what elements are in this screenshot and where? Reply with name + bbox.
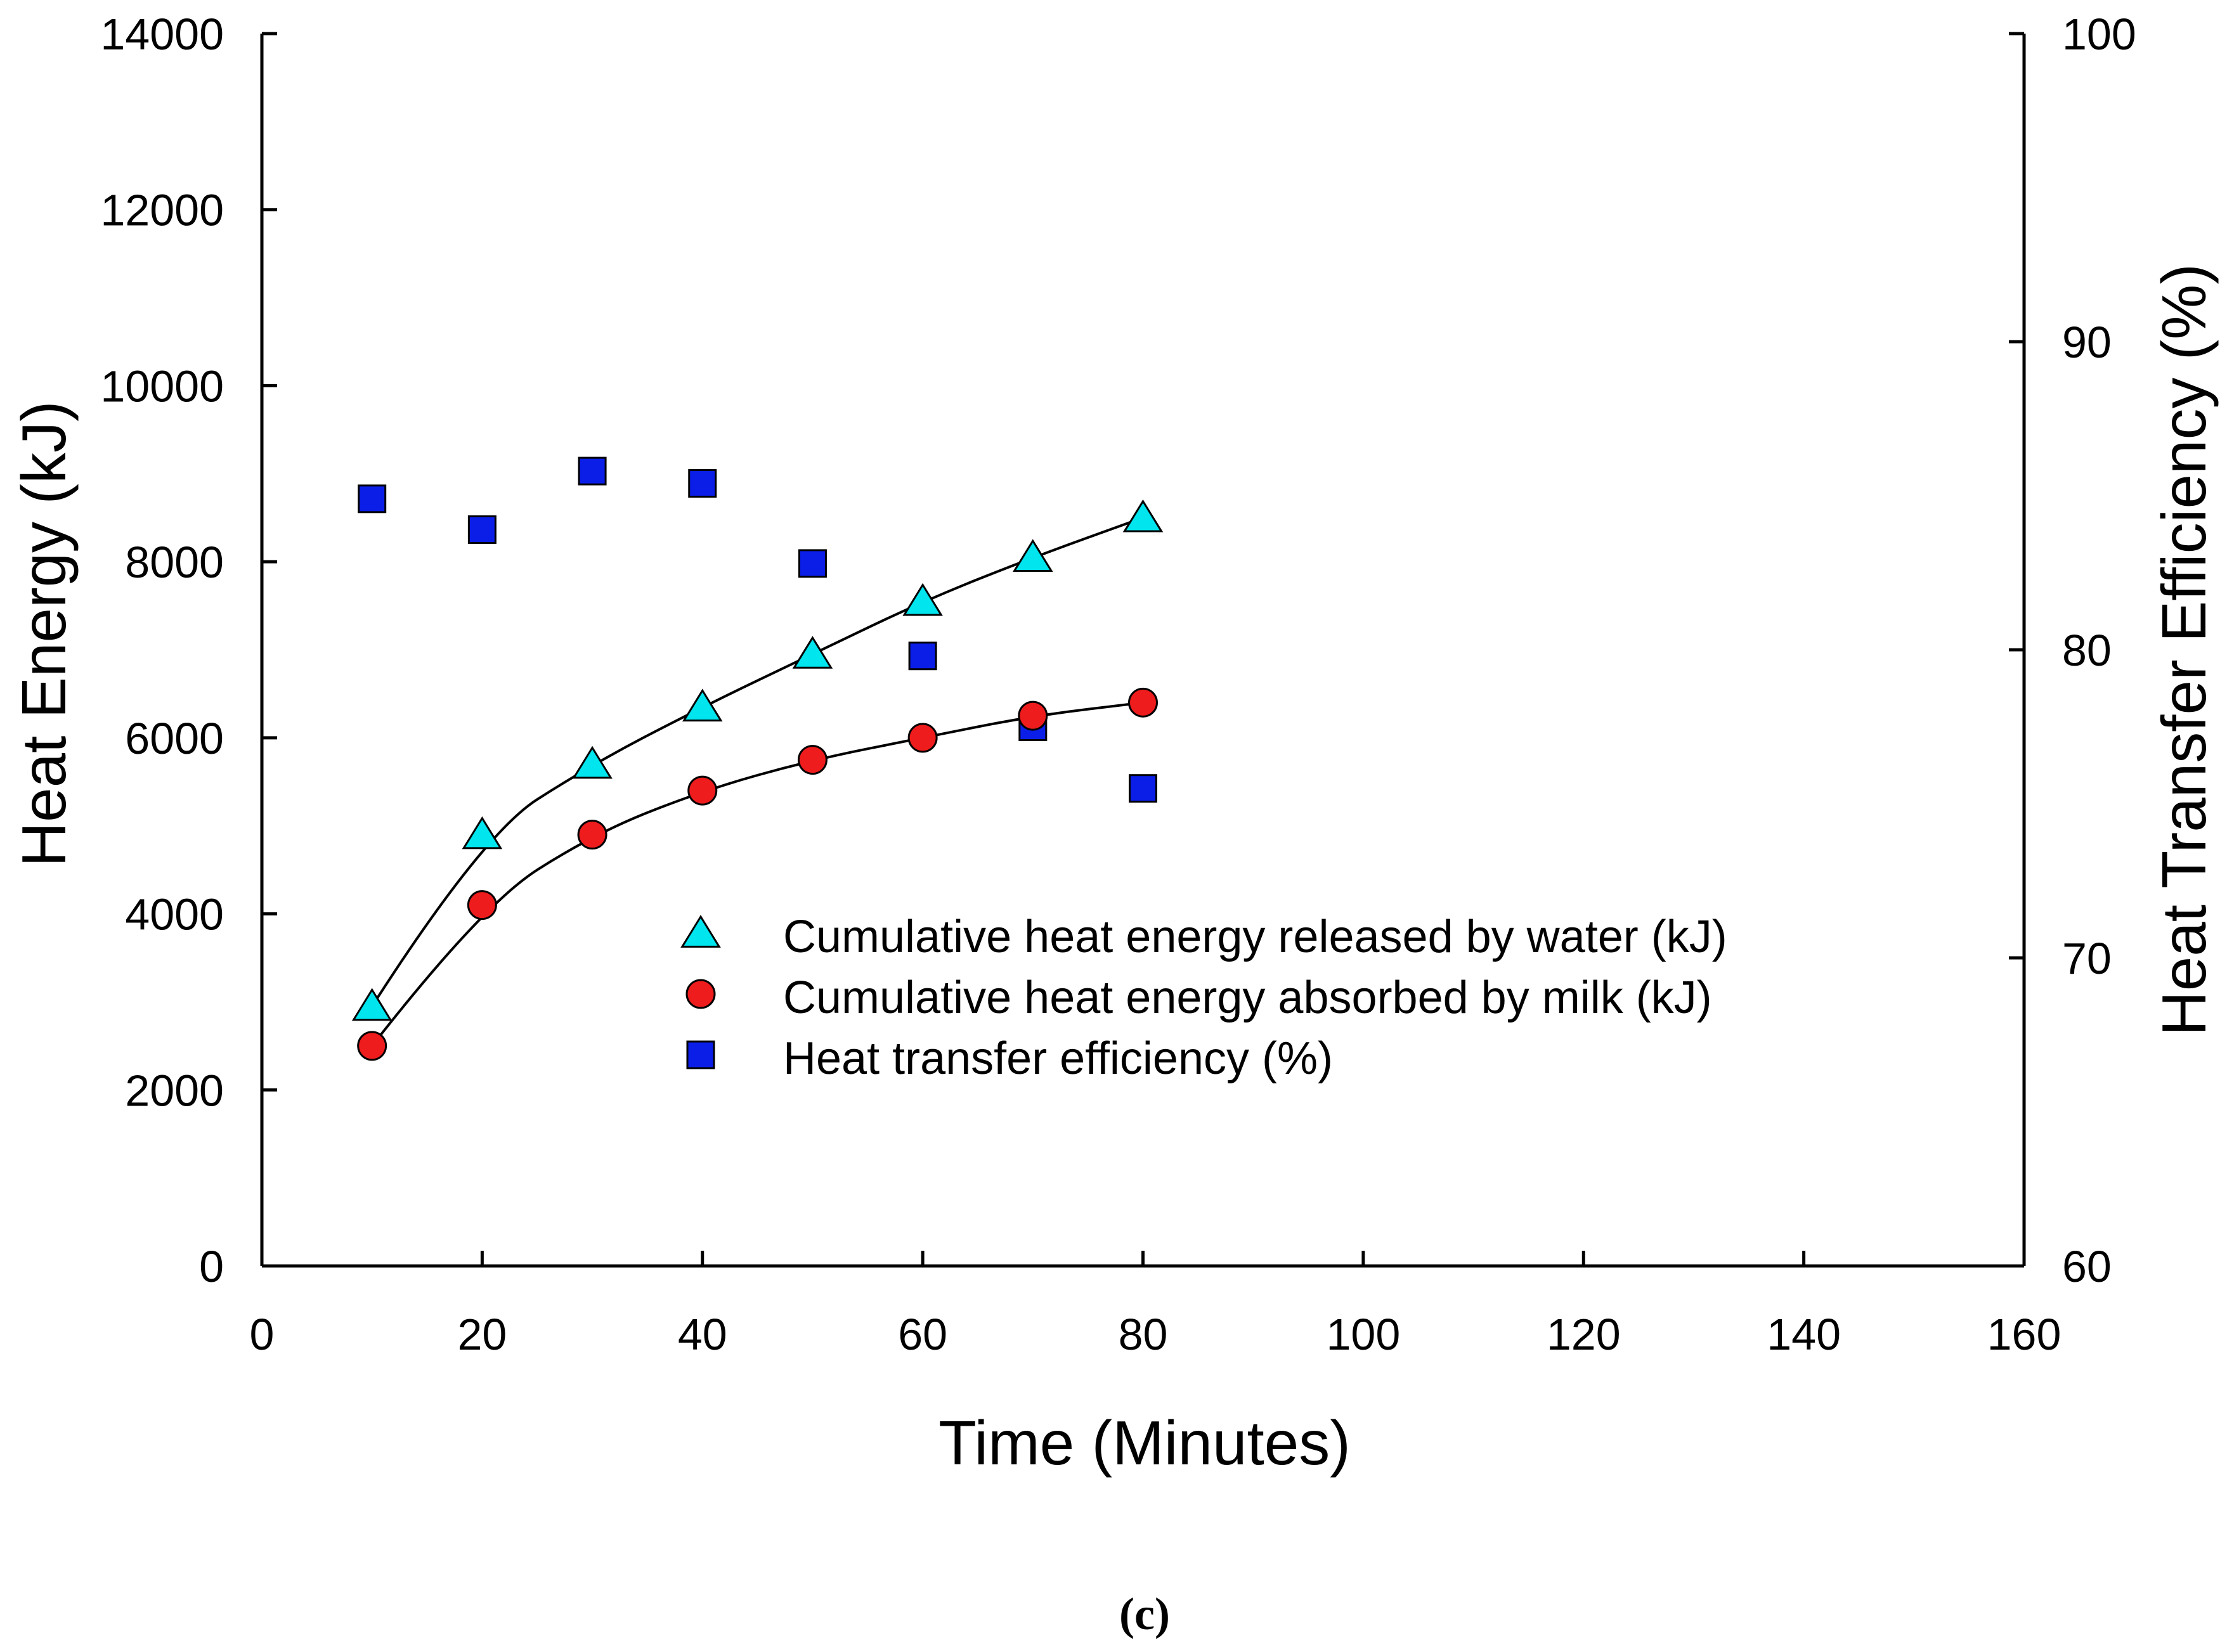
data-point-square xyxy=(908,642,937,671)
data-points-group xyxy=(351,456,1164,1061)
ticks-group: 0 20 40 60 80 100 120 140 160 0 2000 4000 6000 8000 10… xyxy=(100,10,2136,1359)
left-y-tick-label: 6000 xyxy=(125,714,224,763)
data-point-square xyxy=(358,484,387,513)
trend-line-series-0 xyxy=(371,516,1144,1007)
x-tick-label: 120 xyxy=(1547,1310,1621,1359)
data-point-circle xyxy=(1018,700,1048,731)
left-y-tick-label: 14000 xyxy=(100,10,224,59)
data-point-triangle xyxy=(462,816,503,849)
data-point-triangle xyxy=(902,583,943,616)
trend-line-series-1 xyxy=(371,701,1143,1047)
legend: Cumulative heat energy released by water… xyxy=(680,912,1727,1084)
data-point-triangle xyxy=(1013,539,1053,572)
data-point-circle xyxy=(907,723,938,753)
data-point-circle xyxy=(1128,687,1158,718)
x-tick-label: 0 xyxy=(250,1310,275,1359)
figure-caption: (c) xyxy=(1119,1589,1170,1639)
legend-label-milk: Cumulative heat energy absorbed by milk … xyxy=(783,972,1712,1023)
data-point-triangle xyxy=(1122,499,1164,532)
x-tick-label: 80 xyxy=(1119,1310,1168,1359)
data-point-circle xyxy=(577,820,607,850)
right-y-axis-title: Heat Transfer Efficiency (%) xyxy=(2149,264,2219,1036)
data-point-circle xyxy=(357,1031,387,1061)
x-tick-label: 40 xyxy=(678,1310,727,1359)
right-y-tick-label: 80 xyxy=(2062,626,2112,675)
legend-marker-milk-circle xyxy=(685,979,716,1009)
data-point-triangle xyxy=(572,745,613,779)
x-axis-title: Time (Minutes) xyxy=(938,1408,1351,1478)
legend-symbol-triangle xyxy=(680,915,721,948)
x-tick-label: 60 xyxy=(898,1310,947,1359)
legend-symbol-circle xyxy=(685,979,716,1009)
x-tick-label: 20 xyxy=(457,1310,507,1359)
left-y-axis-title: Heat Energy (kJ) xyxy=(9,401,79,867)
x-tick-label: 100 xyxy=(1326,1310,1400,1359)
left-y-tick-label: 0 xyxy=(199,1242,224,1291)
data-point-circle xyxy=(797,745,828,775)
data-point-circle xyxy=(467,890,497,920)
legend-label-efficiency: Heat transfer efficiency (%) xyxy=(783,1033,1333,1084)
left-y-tick-label: 8000 xyxy=(125,538,224,587)
x-tick-label: 140 xyxy=(1767,1310,1841,1359)
data-point-triangle xyxy=(351,988,393,1021)
data-point-square xyxy=(467,515,497,544)
right-y-tick-label: 60 xyxy=(2062,1242,2112,1291)
data-point-triangle xyxy=(682,688,723,722)
legend-symbol-square xyxy=(686,1040,715,1069)
legend-label-water: Cumulative heat energy released by water… xyxy=(783,912,1727,962)
left-y-tick-label: 10000 xyxy=(100,361,224,411)
right-y-tick-label: 90 xyxy=(2062,318,2112,367)
legend-marker-water-triangle xyxy=(680,915,721,948)
left-y-tick-label: 4000 xyxy=(125,890,224,939)
right-y-tick-label: 100 xyxy=(2062,10,2136,59)
left-y-tick-label: 2000 xyxy=(125,1066,224,1115)
data-point-square xyxy=(688,469,717,498)
legend-marker-efficiency-square xyxy=(686,1040,715,1069)
right-y-tick-label: 70 xyxy=(2062,934,2112,983)
data-point-square xyxy=(578,456,607,486)
data-point-triangle xyxy=(792,636,833,669)
trend-lines-group xyxy=(371,516,1144,1047)
x-tick-label: 160 xyxy=(1987,1310,2061,1359)
data-point-circle xyxy=(687,775,718,806)
data-point-square xyxy=(1129,774,1157,803)
data-point-square xyxy=(798,549,827,578)
left-y-tick-label: 12000 xyxy=(100,186,224,235)
